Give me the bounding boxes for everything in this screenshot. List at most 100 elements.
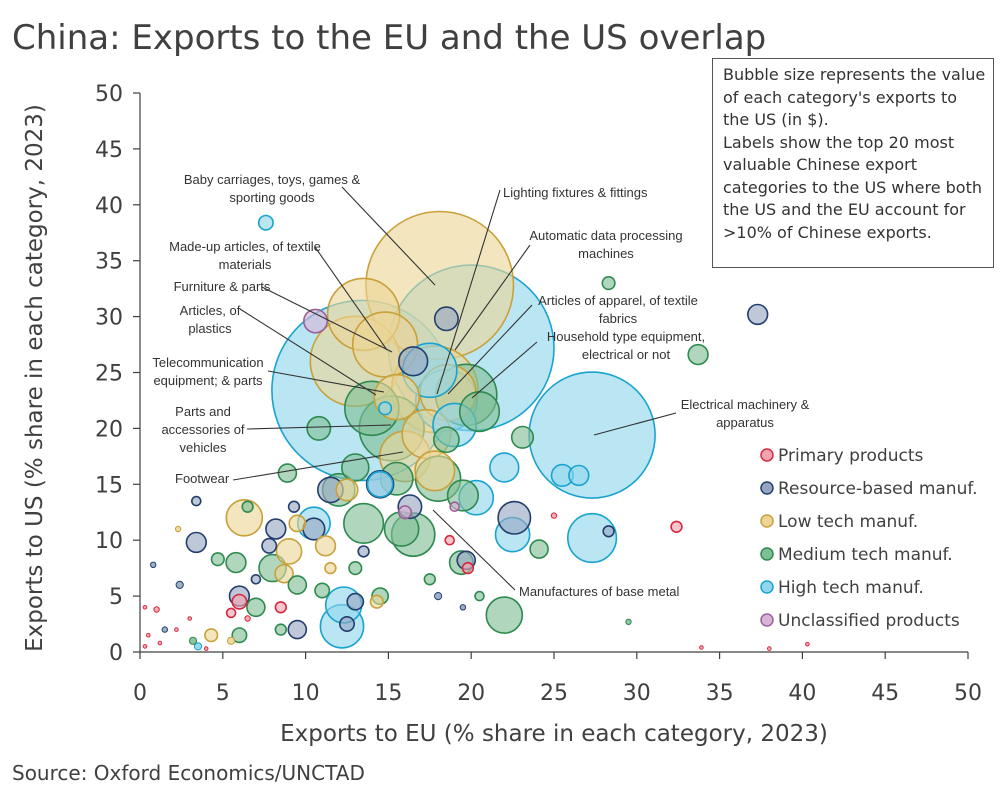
bubble-primary-products xyxy=(699,645,704,650)
bubble-low-tech-manuf xyxy=(227,636,236,645)
legend-marker-resource-based-manuf xyxy=(760,481,774,495)
bubble-low-tech-manuf xyxy=(174,525,182,533)
bubble-low-tech-manuf xyxy=(288,514,307,533)
bubble-resource-based-manuf xyxy=(746,303,769,326)
annotation-label: Articles of apparel, of textile fabrics xyxy=(538,293,698,326)
annotation-label: Automatic data processing machines xyxy=(529,228,682,261)
bubble-resource-based-manuf xyxy=(191,495,202,507)
leader-line xyxy=(593,412,677,436)
leader-line xyxy=(267,370,385,393)
x-tick-label: 50 xyxy=(954,681,982,706)
leader-line xyxy=(232,451,404,481)
bubble-primary-products xyxy=(142,644,148,649)
y-tick-label: 30 xyxy=(95,306,123,331)
bubble-resource-based-manuf xyxy=(398,346,429,377)
y-tick-label: 40 xyxy=(95,194,123,219)
bubble-medium-tech-manuf xyxy=(625,618,632,625)
leader-line xyxy=(314,246,388,351)
legend: Primary products Resource-based manuf. Low… xyxy=(760,446,978,631)
leader-line xyxy=(447,304,533,395)
annotation-label: Parts and accessories of vehicles xyxy=(161,404,244,455)
bubble-resource-based-manuf xyxy=(602,525,615,538)
x-tick-label: 35 xyxy=(706,681,734,706)
bubble-high-tech-manuf xyxy=(193,642,203,651)
legend-label-low-tech-manuf: Low tech manuf. xyxy=(778,512,918,532)
x-tick-label: 15 xyxy=(374,681,402,706)
bubble-high-tech-manuf xyxy=(528,371,656,499)
bubble-resource-based-manuf xyxy=(161,626,169,633)
bubble-medium-tech-manuf xyxy=(474,590,485,602)
bubble-high-tech-manuf xyxy=(489,452,520,483)
bubble-medium-tech-manuf xyxy=(241,500,254,513)
bubble-medium-tech-manuf xyxy=(601,276,616,291)
leader-line xyxy=(261,286,393,353)
bubble-primary-products xyxy=(157,640,163,646)
bubble-primary-products xyxy=(461,561,475,575)
note-size-explanation: Bubble size represents the value of each… xyxy=(723,65,986,129)
x-tick-label: 45 xyxy=(871,681,899,706)
bubble-primary-products xyxy=(203,646,209,651)
bubble-medium-tech-manuf xyxy=(306,415,332,441)
legend-marker-high-tech-manuf xyxy=(760,580,774,594)
y-tick-label: 25 xyxy=(95,362,123,387)
bubble-primary-products xyxy=(805,641,810,647)
bubble-resource-based-manuf xyxy=(261,537,278,554)
legend-marker-medium-tech-manuf xyxy=(760,547,774,561)
bubble-primary-products xyxy=(187,616,192,621)
bubble-medium-tech-manuf xyxy=(277,463,298,483)
bubble-medium-tech-manuf xyxy=(510,425,535,449)
bubble-medium-tech-manuf xyxy=(423,573,436,586)
leader-line xyxy=(436,189,501,395)
bubble-medium-tech-manuf xyxy=(458,391,501,433)
y-tick-label: 0 xyxy=(109,641,123,666)
x-tick-label: 5 xyxy=(216,681,230,706)
bubble-low-tech-manuf xyxy=(414,450,456,492)
bubble-resource-based-manuf xyxy=(287,619,308,640)
bubble-primary-products xyxy=(142,605,148,610)
bubble-medium-tech-manuf xyxy=(246,597,266,618)
bubble-primary-products xyxy=(274,601,287,614)
bubble-resource-based-manuf xyxy=(433,306,459,332)
y-tick-label: 45 xyxy=(95,138,123,163)
bubble-low-tech-manuf xyxy=(369,594,384,609)
annotation-label: Furniture & parts xyxy=(174,279,271,294)
annotation-leader-lines xyxy=(232,186,677,591)
leader-line xyxy=(471,341,538,399)
annotation-label: Electrical machinery & apparatus xyxy=(681,397,810,430)
x-tick-label: 40 xyxy=(788,681,816,706)
bubble-primary-products xyxy=(225,607,237,619)
legend-label-resource-based-manuf: Resource-based manuf. xyxy=(778,479,978,499)
bubble-layer xyxy=(142,210,810,651)
y-tick-label: 5 xyxy=(109,585,123,610)
bubble-resource-based-manuf xyxy=(250,573,262,585)
x-tick-label: 30 xyxy=(623,681,651,706)
bubble-low-tech-manuf xyxy=(335,478,359,502)
bubble-medium-tech-manuf xyxy=(287,575,308,595)
y-tick-label: 15 xyxy=(95,473,123,498)
annotation-label: Footwear xyxy=(175,471,230,486)
bubble-resource-based-manuf xyxy=(497,500,532,535)
bubble-primary-products xyxy=(244,615,251,622)
legend-marker-primary-products xyxy=(760,448,774,462)
bubble-high-tech-manuf xyxy=(378,401,393,416)
bubble-medium-tech-manuf xyxy=(485,596,524,634)
bubble-medium-tech-manuf xyxy=(225,551,247,574)
bubble-low-tech-manuf xyxy=(324,561,337,575)
bubble-primary-products xyxy=(767,646,772,651)
bubble-low-tech-manuf xyxy=(274,563,294,584)
note-box: Bubble size represents the value of each… xyxy=(712,58,994,268)
annotation-label: Made-up articles, of textile materials xyxy=(169,239,321,272)
bubble-high-tech-manuf xyxy=(566,512,618,564)
leader-line xyxy=(239,308,377,396)
leader-line xyxy=(432,509,516,591)
bubble-unclassified-products xyxy=(449,501,460,513)
bubble-resource-based-manuf xyxy=(357,545,370,558)
bubble-resource-based-manuf xyxy=(338,615,355,632)
annotation-label: Telecommunication equipment; & parts xyxy=(152,355,263,388)
bubble-primary-products xyxy=(670,520,683,533)
y-axis-title: Exports to US (% share in each category,… xyxy=(22,104,48,652)
bubble-medium-tech-manuf xyxy=(314,582,331,599)
source-note: Source: Oxford Economics/UNCTAD xyxy=(12,761,365,785)
bubble-medium-tech-manuf xyxy=(348,560,363,576)
